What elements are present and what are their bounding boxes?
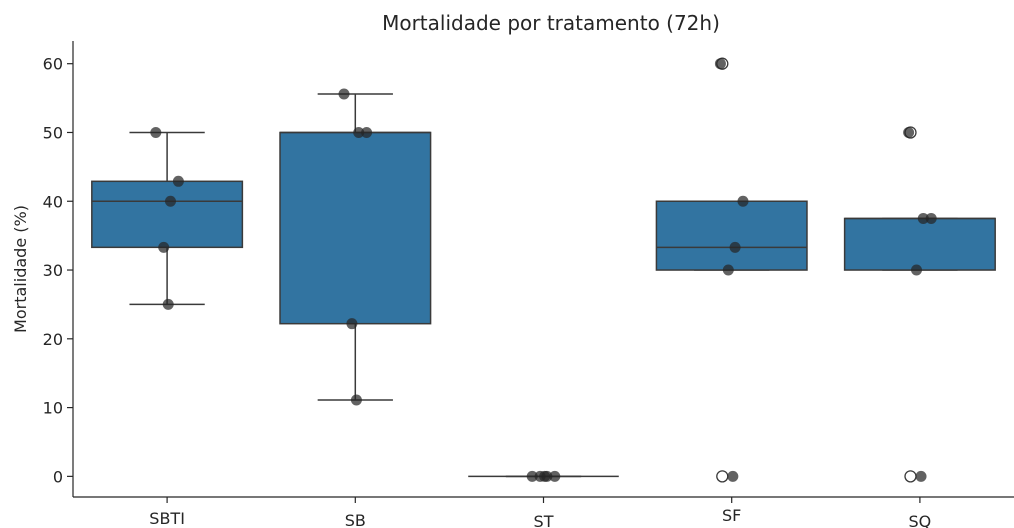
data-point-sb <box>350 394 362 406</box>
y-axis-label: Mortalidade (%) <box>11 205 30 333</box>
data-point-sbti <box>150 126 162 138</box>
data-point-sf <box>727 470 739 482</box>
data-point-st <box>526 470 538 482</box>
data-point-sq <box>903 126 915 138</box>
data-point-sbti <box>158 241 170 253</box>
x-tick-label-st: ST <box>534 512 554 528</box>
box-sq <box>843 217 996 271</box>
y-tick-label: 10 <box>43 399 63 418</box>
outlier-sf <box>716 470 729 483</box>
y-tick-label: 30 <box>43 261 63 280</box>
plot-area: 0 10 20 30 40 50 60 SBTI SB ST SF SQ <box>43 41 1014 528</box>
box-sb <box>279 131 432 325</box>
data-point-sq <box>917 212 929 224</box>
x-tick-label-sq: SQ <box>909 512 932 528</box>
y-tick-label: 20 <box>43 330 63 349</box>
y-tick-label: 40 <box>43 192 63 211</box>
data-point-st <box>549 470 561 482</box>
data-point-sf <box>729 241 741 253</box>
data-point-sq <box>925 212 937 224</box>
box-sbti <box>91 180 244 249</box>
x-tick-label-sbti: SBTI <box>149 509 185 528</box>
data-point-sbti <box>164 195 176 207</box>
data-point-sbti <box>162 298 174 310</box>
box-sf <box>655 200 808 271</box>
data-point-sb <box>338 88 350 100</box>
data-point-sf <box>714 58 726 70</box>
outlier-sq <box>904 470 917 483</box>
x-tick-label-sf: SF <box>722 506 741 525</box>
data-point-sf <box>722 264 734 276</box>
data-point-sf <box>737 195 749 207</box>
data-point-sbti <box>172 175 184 187</box>
data-point-sb <box>353 126 365 138</box>
data-point-sq <box>911 264 923 276</box>
x-tick-label-sb: SB <box>345 511 366 528</box>
data-point-sb <box>361 126 373 138</box>
y-tick-label: 50 <box>43 123 63 142</box>
y-tick-label: 0 <box>53 467 63 486</box>
data-point-sb <box>346 318 358 330</box>
data-point-st <box>539 470 551 482</box>
y-tick-label: 60 <box>43 55 63 74</box>
chart-title: Mortalidade por tratamento (72h) <box>382 11 720 35</box>
data-point-sq <box>915 470 927 482</box>
